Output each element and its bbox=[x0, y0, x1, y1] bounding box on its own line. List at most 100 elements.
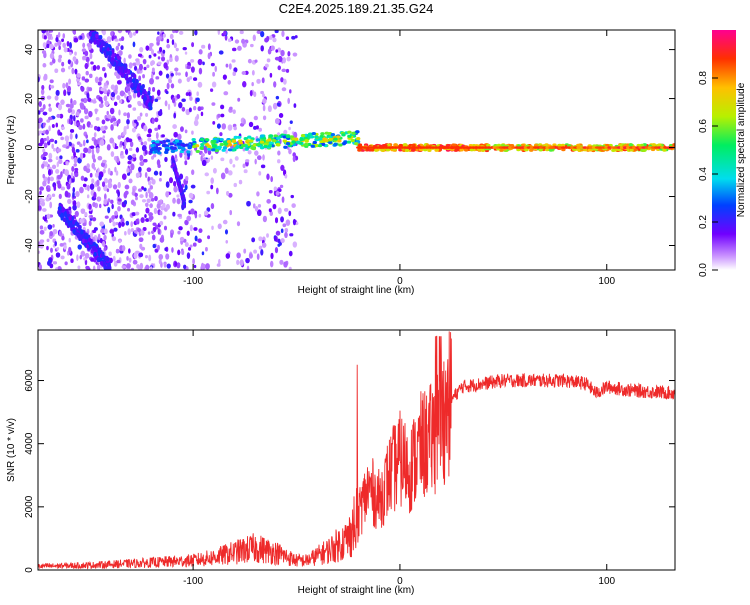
noise-cell bbox=[48, 168, 52, 176]
ridge-cell bbox=[454, 148, 459, 152]
noise-cell bbox=[147, 188, 151, 194]
ridge-cell bbox=[398, 143, 403, 148]
noise-cell bbox=[169, 177, 174, 184]
noise-cell bbox=[55, 122, 59, 128]
noise-cell bbox=[280, 238, 285, 244]
streak-cell bbox=[99, 34, 103, 40]
streak-cell bbox=[91, 36, 95, 41]
ridge-cell bbox=[312, 140, 317, 145]
noise-cell bbox=[222, 74, 227, 80]
ridge-cell bbox=[221, 148, 226, 152]
noise-cell bbox=[120, 150, 124, 155]
noise-cell bbox=[55, 89, 60, 96]
noise-cell bbox=[47, 224, 53, 230]
ridge-cell bbox=[285, 134, 291, 139]
noise-cell bbox=[57, 266, 62, 270]
y-tick-label: 40 bbox=[24, 44, 35, 56]
streak-cell bbox=[179, 188, 183, 193]
ridge-cell bbox=[199, 137, 205, 142]
noise-cell bbox=[281, 87, 287, 92]
noise-cell bbox=[212, 121, 216, 125]
noise-cell bbox=[52, 229, 58, 235]
noise-cell bbox=[118, 239, 122, 244]
noise-cell bbox=[177, 230, 181, 235]
noise-cell bbox=[223, 30, 227, 36]
ridge-cell bbox=[170, 149, 176, 153]
noise-cell bbox=[131, 212, 136, 217]
noise-cell bbox=[173, 185, 178, 193]
noise-cell bbox=[41, 30, 47, 34]
noise-cell bbox=[145, 202, 149, 207]
streak-cell bbox=[147, 90, 151, 96]
noise-cell bbox=[182, 46, 187, 51]
streak-cell bbox=[108, 50, 113, 56]
streak-cell bbox=[108, 55, 112, 60]
noise-cell bbox=[125, 220, 130, 226]
noise-cell bbox=[99, 238, 103, 244]
noise-cell bbox=[107, 182, 113, 189]
streak-cell bbox=[58, 205, 62, 211]
noise-cell bbox=[136, 115, 142, 121]
spectrogram-frame bbox=[37, 29, 676, 271]
noise-cell bbox=[85, 134, 88, 139]
noise-cell bbox=[133, 119, 138, 124]
noise-cell bbox=[128, 31, 133, 38]
noise-cell bbox=[116, 80, 122, 85]
noise-cell bbox=[46, 95, 52, 100]
noise-cell bbox=[110, 151, 115, 158]
noise-cell bbox=[243, 169, 248, 174]
noise-cell bbox=[47, 158, 53, 163]
noise-cell bbox=[177, 213, 182, 218]
noise-cell bbox=[130, 227, 134, 233]
noise-cell bbox=[98, 76, 103, 82]
noise-cell bbox=[178, 226, 183, 231]
noise-cell bbox=[257, 204, 262, 208]
noise-cell bbox=[114, 210, 118, 216]
noise-cell bbox=[71, 178, 75, 183]
noise-cell bbox=[293, 131, 298, 139]
noise-cell bbox=[229, 158, 233, 165]
noise-cell bbox=[93, 167, 97, 171]
noise-cell bbox=[95, 147, 100, 154]
noise-cell bbox=[45, 197, 50, 202]
noise-cell bbox=[115, 248, 120, 254]
ridge-cell bbox=[259, 146, 265, 150]
streak-cell bbox=[176, 181, 180, 186]
noise-cell bbox=[124, 148, 129, 155]
ridge-cell bbox=[211, 144, 217, 148]
noise-cell bbox=[251, 70, 255, 76]
streak-cell bbox=[84, 238, 88, 244]
noise-cell bbox=[264, 63, 269, 68]
noise-cell bbox=[242, 81, 247, 88]
noise-cell bbox=[152, 154, 157, 158]
noise-cell bbox=[289, 233, 294, 237]
noise-cell bbox=[69, 51, 72, 56]
noise-cell bbox=[92, 64, 97, 71]
ridge-cell bbox=[319, 134, 324, 139]
noise-cell bbox=[150, 197, 155, 202]
noise-cell bbox=[106, 92, 110, 97]
noise-cell bbox=[80, 208, 86, 214]
noise-cell bbox=[211, 225, 214, 231]
noise-cell bbox=[229, 210, 232, 216]
noise-cell bbox=[64, 135, 70, 142]
noise-cell bbox=[68, 246, 72, 254]
noise-cell bbox=[57, 103, 63, 111]
noise-cell bbox=[39, 107, 45, 113]
streak-cell bbox=[59, 213, 64, 218]
noise-cell bbox=[183, 188, 186, 193]
ridge-cell bbox=[319, 139, 324, 144]
noise-cell bbox=[238, 179, 243, 185]
noise-cell bbox=[178, 102, 183, 109]
noise-cell bbox=[192, 242, 197, 247]
noise-cell bbox=[277, 55, 283, 63]
noise-cell bbox=[156, 203, 161, 209]
noise-cell bbox=[283, 261, 288, 268]
noise-cell bbox=[71, 146, 75, 153]
noise-cell bbox=[110, 199, 114, 204]
noise-cell bbox=[269, 260, 274, 268]
noise-cell bbox=[54, 241, 57, 247]
noise-cell bbox=[127, 160, 132, 165]
noise-cell bbox=[256, 191, 260, 197]
noise-cell bbox=[260, 90, 264, 95]
